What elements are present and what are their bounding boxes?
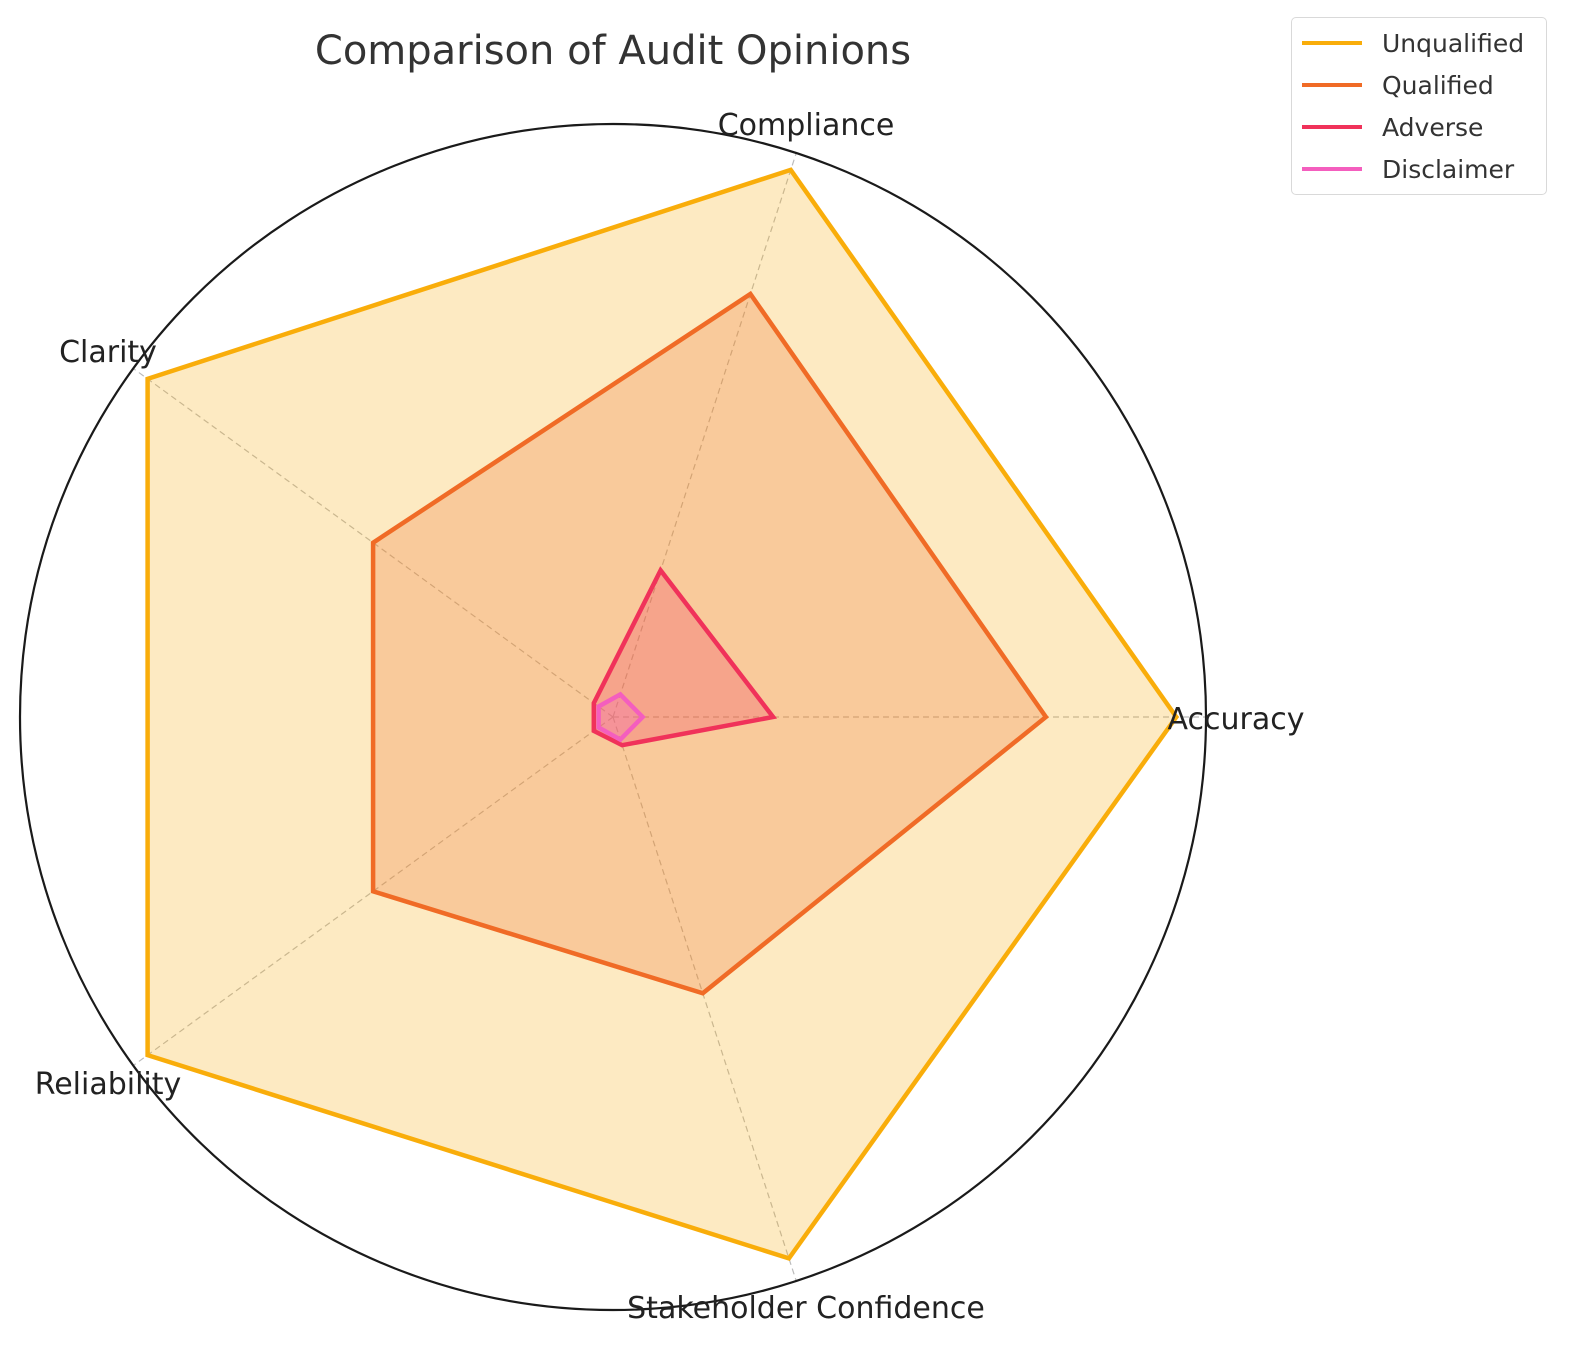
spoke-stakeholder-confidence (612, 716, 797, 1282)
legend-label-adverse: Adverse (1382, 112, 1484, 142)
legend-label-disclaimer: Disclaimer (1382, 154, 1515, 184)
series-area-unqualified (147, 169, 1177, 1259)
legend-item-adverse: Adverse (1302, 110, 1483, 144)
legend-swatch-adverse (1302, 125, 1362, 129)
series-area-disclaimer (598, 694, 643, 740)
series-area-qualified (373, 294, 1046, 994)
outer-ring (18, 122, 1208, 1312)
legend-swatch-unqualified (1302, 41, 1362, 45)
legend: Unqualified Qualified Adverse Disclaimer (1291, 17, 1547, 195)
axis-label-reliability: Reliability (35, 1067, 182, 1102)
legend-label-unqualified: Unqualified (1382, 28, 1525, 58)
axis-label-accuracy: Accuracy (1168, 702, 1305, 737)
axis-label-stakeholder-confidence: Stakeholder Confidence (627, 1291, 985, 1326)
legend-item-disclaimer: Disclaimer (1302, 152, 1514, 186)
series-line-unqualified (145, 167, 1180, 1262)
grid-layer (18, 122, 1208, 1312)
axis-label-compliance: Compliance (718, 108, 895, 143)
series-line-adverse (591, 566, 778, 748)
legend-swatch-qualified (1302, 83, 1362, 87)
axis-label-clarity: Clarity (59, 335, 157, 370)
series-layer (145, 167, 1180, 1262)
spoke-reliability (132, 716, 614, 1067)
legend-item-unqualified: Unqualified (1302, 26, 1524, 60)
legend-swatch-disclaimer (1302, 167, 1362, 171)
axis-label-layer: Accuracy Compliance Clarity Reliability Stak… (35, 108, 1305, 1326)
spoke-clarity (132, 367, 614, 718)
series-line-disclaimer (596, 691, 646, 743)
legend-item-qualified: Qualified (1302, 68, 1494, 102)
series-line-qualified (370, 290, 1049, 996)
spoke-compliance (612, 152, 797, 718)
chart-title: Comparison of Audit Opinions (314, 28, 912, 74)
legend-label-qualified: Qualified (1382, 70, 1494, 100)
